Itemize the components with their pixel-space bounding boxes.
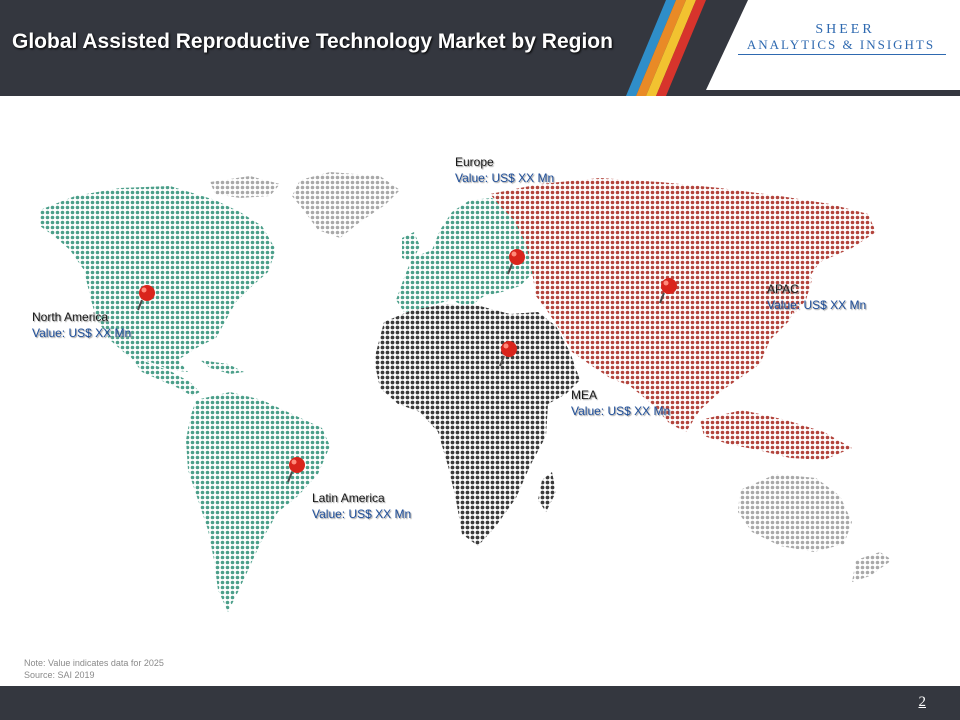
north-america-shape: [40, 186, 276, 372]
greenland-shape: [292, 172, 400, 238]
uk-shape: [402, 232, 420, 262]
footer-bar: 2: [0, 686, 960, 720]
region-value-latin-america: Value: US$ XX Mn: [312, 507, 412, 521]
header-bar: Global Assisted Reproductive Technology …: [0, 0, 960, 96]
world-map: [40, 172, 892, 612]
logo-divider: [738, 54, 946, 55]
pin-europe-icon: [507, 249, 525, 275]
mea-shape: [374, 304, 580, 546]
label-mea: MEA Value: US$ XX Mn: [571, 387, 670, 419]
page-title: Global Assisted Reproductive Technology …: [12, 30, 613, 53]
region-name-apac: APAC: [767, 282, 799, 296]
pin-north-america-icon: [137, 285, 155, 311]
label-europe: Europe Value: US$ XX Mn: [455, 154, 554, 186]
region-name-north-america: North America: [32, 310, 109, 324]
footnote: Note: Value indicates data for 2025 Sour…: [24, 657, 164, 681]
page-number: 2: [918, 694, 927, 710]
logo-line-1: SHEER: [815, 22, 875, 37]
label-latin-america: Latin America Value: US$ XX Mn: [312, 490, 411, 522]
region-value-apac: Value: US$ XX Mn: [767, 298, 867, 312]
new-zealand-shape: [852, 552, 892, 582]
footnote-note: Note: Value indicates data for 2025: [24, 658, 164, 668]
logo-panel: [706, 0, 960, 90]
region-name-europe: Europe: [455, 155, 494, 169]
arctic-islands-shape: [210, 176, 280, 198]
region-value-north-america: Value: US$ XX Mn: [32, 326, 132, 340]
europe-shape: [396, 198, 534, 312]
pin-apac-icon: [659, 278, 677, 304]
australia-shape: [738, 474, 852, 552]
label-north-america: North America Value: US$ XX Mn: [32, 309, 131, 341]
decorative-stripes: [626, 0, 706, 96]
region-name-latin-america: Latin America: [312, 491, 385, 505]
madagascar-shape: [538, 472, 556, 512]
japan-shape: [786, 262, 812, 314]
region-name-mea: MEA: [571, 388, 598, 402]
logo-line-2: ANALYTICS & INSIGHTS: [746, 37, 936, 52]
central-america-shape: [130, 356, 200, 396]
southeast-asia-islands-shape: [700, 410, 852, 460]
pin-latin-america-icon: [287, 457, 305, 483]
caribbean-shape: [200, 360, 244, 374]
region-value-mea: Value: US$ XX Mn: [571, 404, 671, 418]
apac-shape: [490, 178, 876, 432]
region-value-europe: Value: US$ XX Mn: [455, 171, 555, 185]
south-america-shape: [186, 392, 330, 612]
label-apac: APAC Value: US$ XX Mn: [767, 281, 866, 313]
pin-mea-icon: [499, 341, 517, 367]
footnote-source: Source: SAI 2019: [24, 670, 95, 680]
